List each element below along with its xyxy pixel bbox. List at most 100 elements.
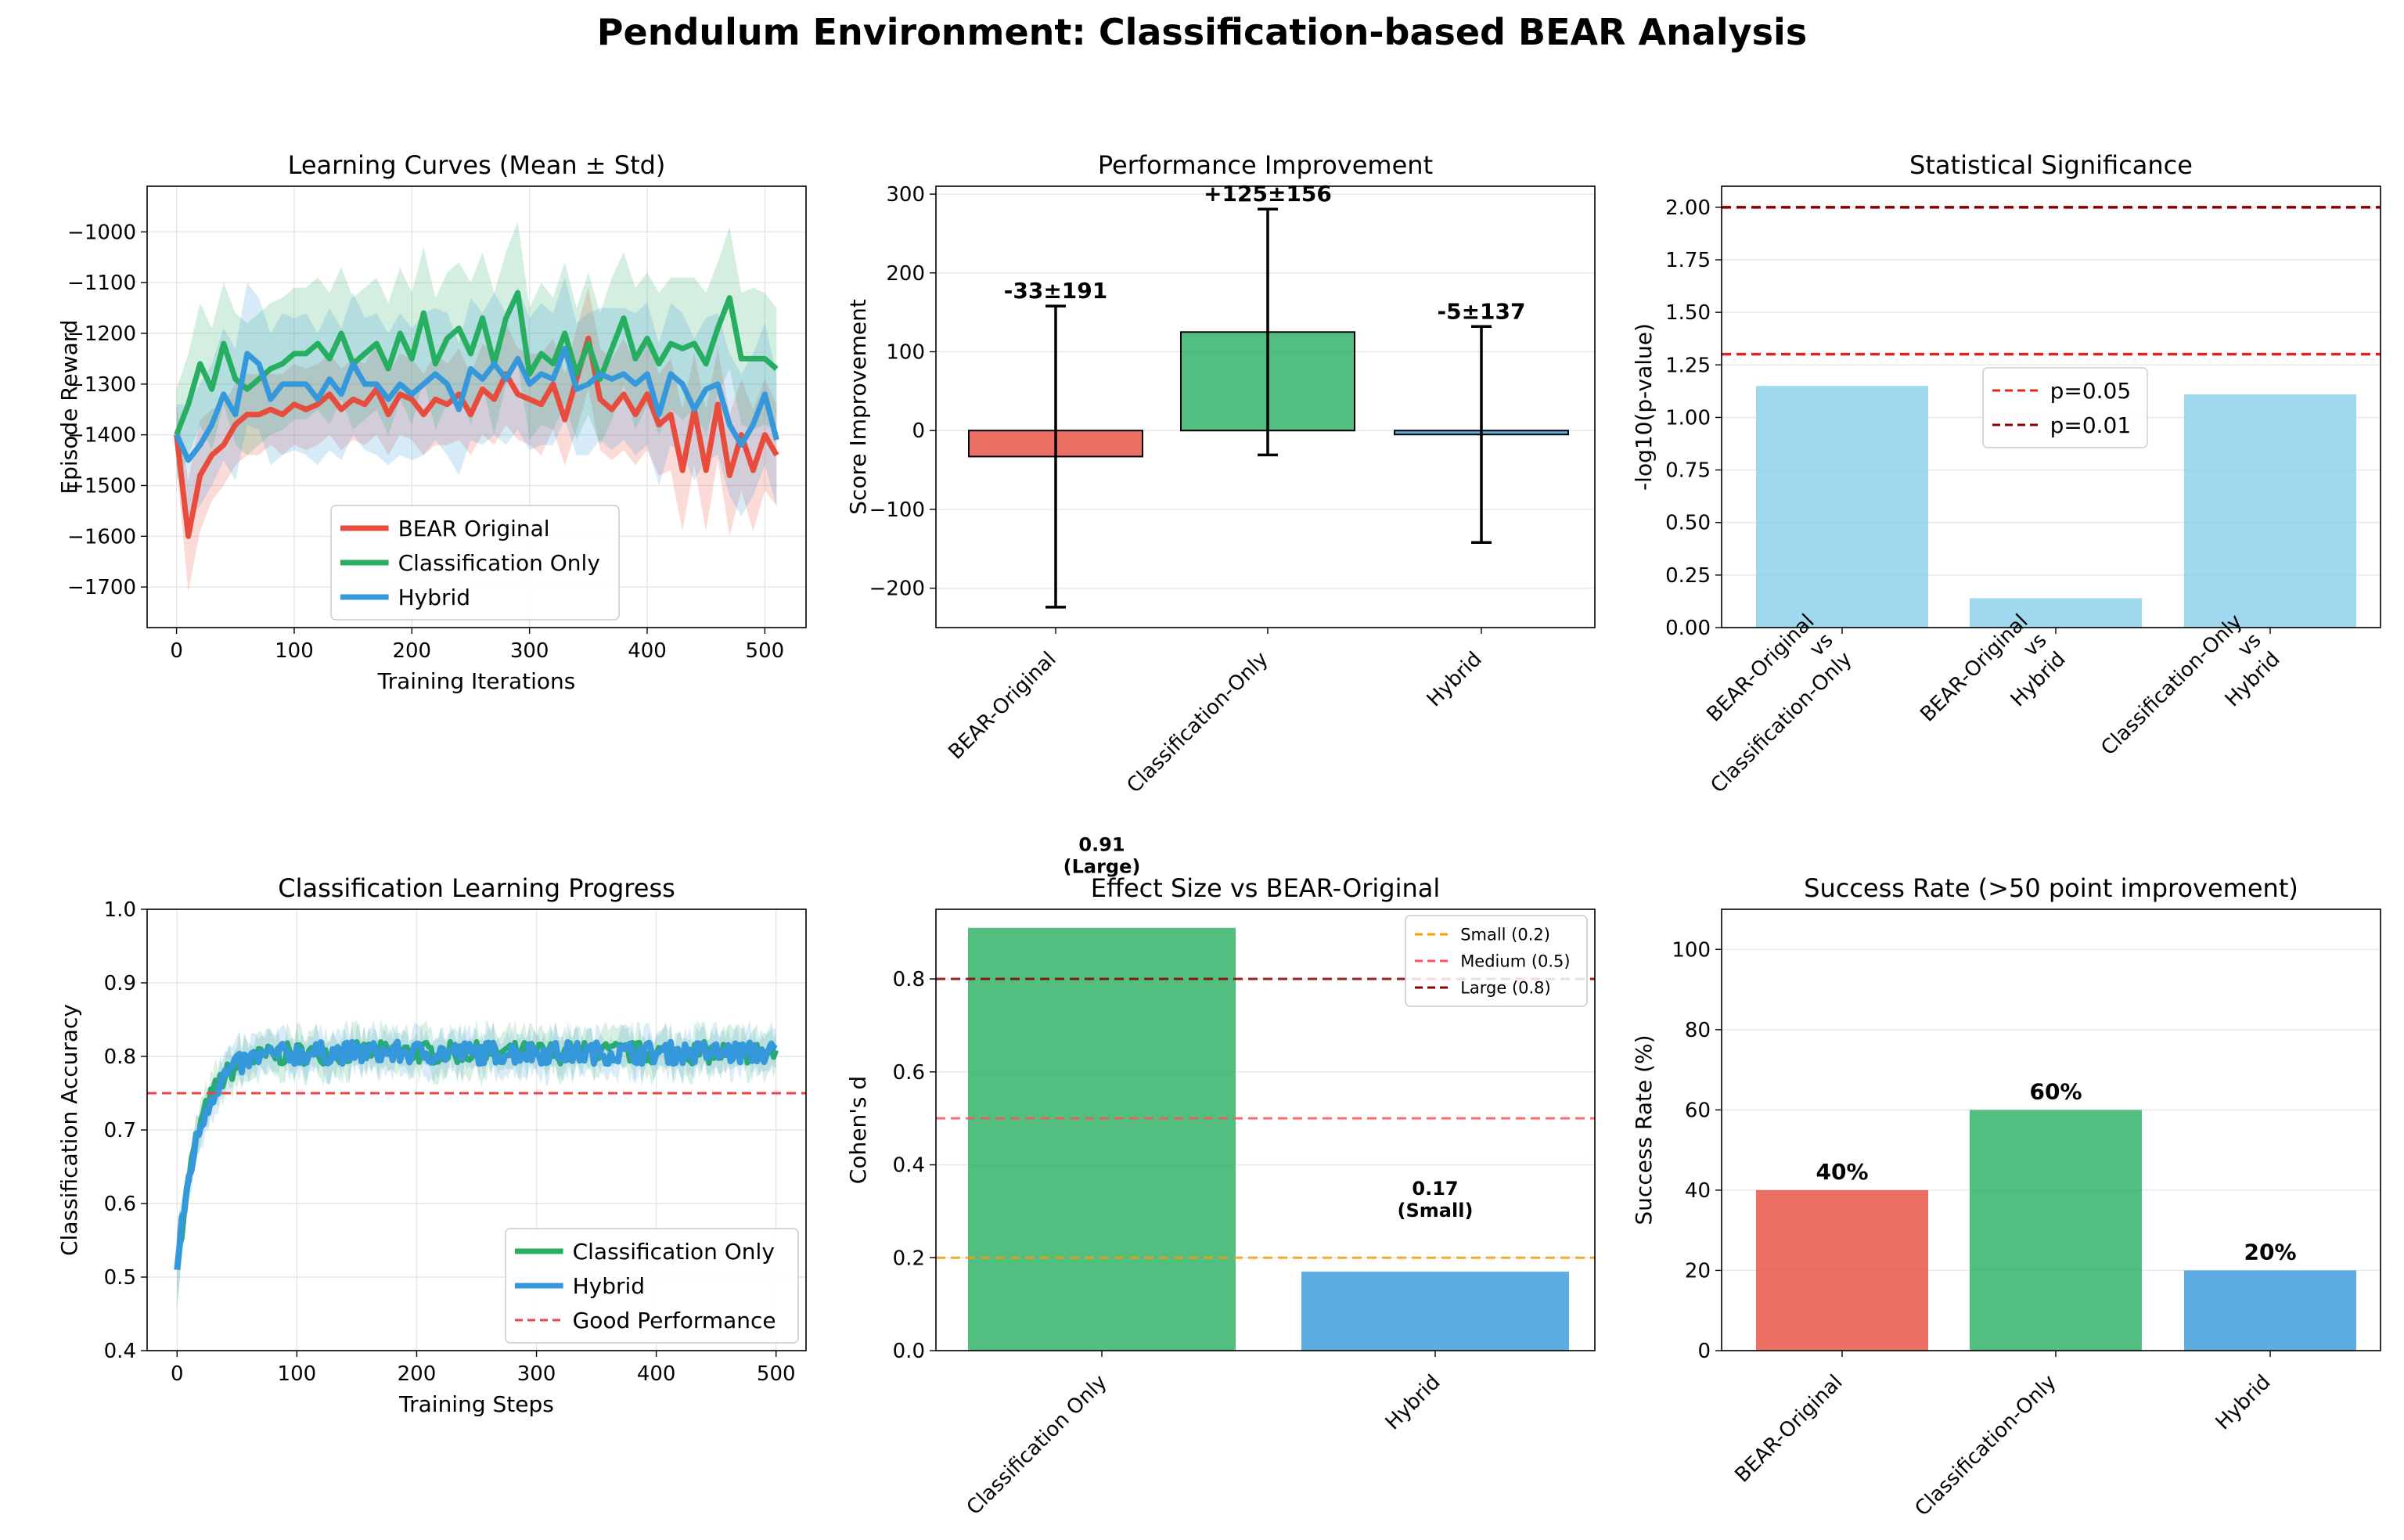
legend-box — [1982, 367, 2148, 448]
axes-frame — [146, 185, 807, 628]
y-tick-label: 0.4 — [104, 1340, 136, 1363]
x-tick-label: 300 — [517, 1362, 556, 1386]
y-tick-label: 0.4 — [893, 1154, 925, 1178]
y-tick-label: −1700 — [67, 576, 136, 599]
y-axis-label: Score Improvement — [845, 299, 871, 515]
performance-improvement-panel: −200 −100 0 100 200 300 Score Improvement -33±1… — [845, 150, 1596, 798]
y-tick-label: 0 — [912, 419, 925, 443]
bar — [1756, 386, 1928, 628]
series-line-hybrid — [174, 345, 779, 463]
x-tick-label: 0 — [170, 639, 183, 663]
y-tick-label: 100 — [886, 341, 925, 365]
legend-box — [330, 505, 620, 621]
axes-frame — [146, 909, 807, 1351]
data-label: 0.91 (Large) — [1063, 834, 1141, 878]
bar — [968, 927, 1236, 1351]
y-tick-label: 0.8 — [893, 968, 925, 991]
x-tick-label: 200 — [392, 639, 431, 663]
y-tick-label: 0.50 — [1665, 512, 1711, 535]
y-tick-label: 0.6 — [104, 1193, 136, 1216]
success-rate-panel: 0 20 40 60 80 100 Success Rate (%) 40% BEAR-Orig… — [1631, 873, 2381, 1521]
data-label: -5±137 — [1437, 298, 1525, 324]
bar — [2184, 394, 2356, 628]
y-axis-label: Cohen's d — [845, 1076, 871, 1184]
series-line-bear-original — [174, 335, 779, 539]
legend-label: BEAR Original — [398, 516, 550, 542]
x-tick-label: BEAR-Original — [944, 647, 1060, 764]
x-tick-label: 0 — [171, 1362, 184, 1386]
classification-progress-panel: 0.4 0.5 0.6 0.7 0.8 0.9 1.0 Classification Accu… — [56, 873, 807, 1417]
legend-label: p=0.05 — [2050, 378, 2132, 404]
legend-label: Hybrid — [398, 585, 470, 610]
panel-title: Classification Learning Progress — [278, 873, 675, 903]
axes-frame — [935, 909, 1596, 1351]
bar — [1970, 1110, 2142, 1351]
y-tick-label: −1500 — [67, 474, 136, 498]
x-tick-label: 500 — [746, 639, 785, 663]
x-axis-label: Training Iterations — [377, 668, 576, 694]
x-tick-label: Hybrid — [1423, 647, 1487, 711]
y-tick-label: −100 — [869, 498, 925, 522]
bar — [1301, 1272, 1569, 1351]
x-tick-label: BEAR-OriginalvsHybrid — [1916, 610, 2070, 764]
y-tick-label: 2.00 — [1665, 196, 1711, 220]
axes-frame — [1721, 185, 2381, 628]
effect-size-panel: 0.0 0.2 0.4 0.6 0.8 Cohen's d 0.91 (Large) Class… — [845, 834, 1596, 1520]
x-tick-label: Classification-OnlyvsHybrid — [2096, 610, 2284, 797]
y-tick-label: −1300 — [67, 373, 136, 397]
panel-title: Performance Improvement — [1098, 150, 1433, 180]
legend-label: Classification Only — [398, 550, 600, 576]
x-tick-label: Classification Only — [963, 1370, 1112, 1520]
panel-title: Effect Size vs BEAR-Original — [1091, 873, 1441, 903]
x-tick-label: Hybrid — [1381, 1370, 1445, 1434]
learning-curves-panel: −1700 −1600 −1500 −1400 −1300 −1200 −1100 −1000… — [56, 150, 807, 694]
x-tick-label: 100 — [275, 639, 314, 663]
x-tick-label: 500 — [757, 1362, 796, 1386]
legend-label: Large (0.8) — [1460, 979, 1551, 998]
y-axis-label: Classification Accuracy — [56, 1004, 82, 1256]
y-tick-label: 0.0 — [893, 1340, 925, 1363]
data-label: 60% — [2029, 1078, 2082, 1104]
series-line-hybrid — [174, 1038, 778, 1271]
y-tick-label: 1.25 — [1665, 354, 1711, 377]
bar — [1970, 598, 2142, 628]
legend-label: Medium (0.5) — [1460, 952, 1570, 971]
bar — [2184, 1270, 2356, 1351]
x-tick-label: 100 — [278, 1362, 317, 1386]
panel-title: Success Rate (>50 point improvement) — [1804, 873, 2298, 903]
legend-label: Hybrid — [573, 1273, 645, 1299]
x-tick-label: 400 — [628, 639, 667, 663]
y-axis-label: Success Rate (%) — [1631, 1034, 1657, 1225]
panel-title: Learning Curves (Mean ± Std) — [288, 150, 666, 180]
y-tick-label: 1.50 — [1665, 301, 1711, 325]
y-tick-label: −1600 — [67, 525, 136, 549]
y-tick-label: 80 — [1685, 1019, 1711, 1042]
legend-label: p=0.01 — [2050, 412, 2132, 438]
y-tick-label: 0.00 — [1665, 617, 1711, 640]
std-band-classification-only — [176, 221, 777, 480]
legend-box — [1405, 915, 1588, 1007]
y-tick-label: 0.9 — [104, 972, 136, 995]
data-label: 0.17 (Small) — [1398, 1178, 1474, 1222]
x-axis-label: Training Steps — [398, 1391, 554, 1417]
legend-box — [505, 1228, 799, 1344]
data-label: +125±156 — [1204, 181, 1332, 207]
y-tick-label: 0.8 — [104, 1045, 136, 1069]
y-tick-label: 40 — [1685, 1179, 1711, 1203]
statistical-significance-panel: 0.00 0.25 0.50 0.75 1.00 1.25 1.50 1.75 2.00 -log… — [1631, 150, 2381, 798]
series-line-classification-only — [174, 290, 779, 436]
x-tick-label: 200 — [398, 1362, 437, 1386]
panel-title: Statistical Significance — [1909, 150, 2193, 180]
data-label: 40% — [1816, 1159, 1868, 1185]
y-tick-label: −1200 — [67, 322, 136, 346]
y-tick-label: 0.2 — [893, 1247, 925, 1270]
y-tick-label: 0.6 — [893, 1061, 925, 1085]
y-axis-label: -log10(p-value) — [1631, 323, 1657, 491]
x-tick-label: Classification-Only — [1910, 1370, 2060, 1520]
y-tick-label: 20 — [1685, 1259, 1711, 1283]
legend-label: Good Performance — [573, 1308, 776, 1333]
y-tick-label: 1.75 — [1665, 249, 1711, 272]
y-tick-label: 0.75 — [1665, 459, 1711, 483]
y-tick-label: 1.00 — [1665, 406, 1711, 430]
